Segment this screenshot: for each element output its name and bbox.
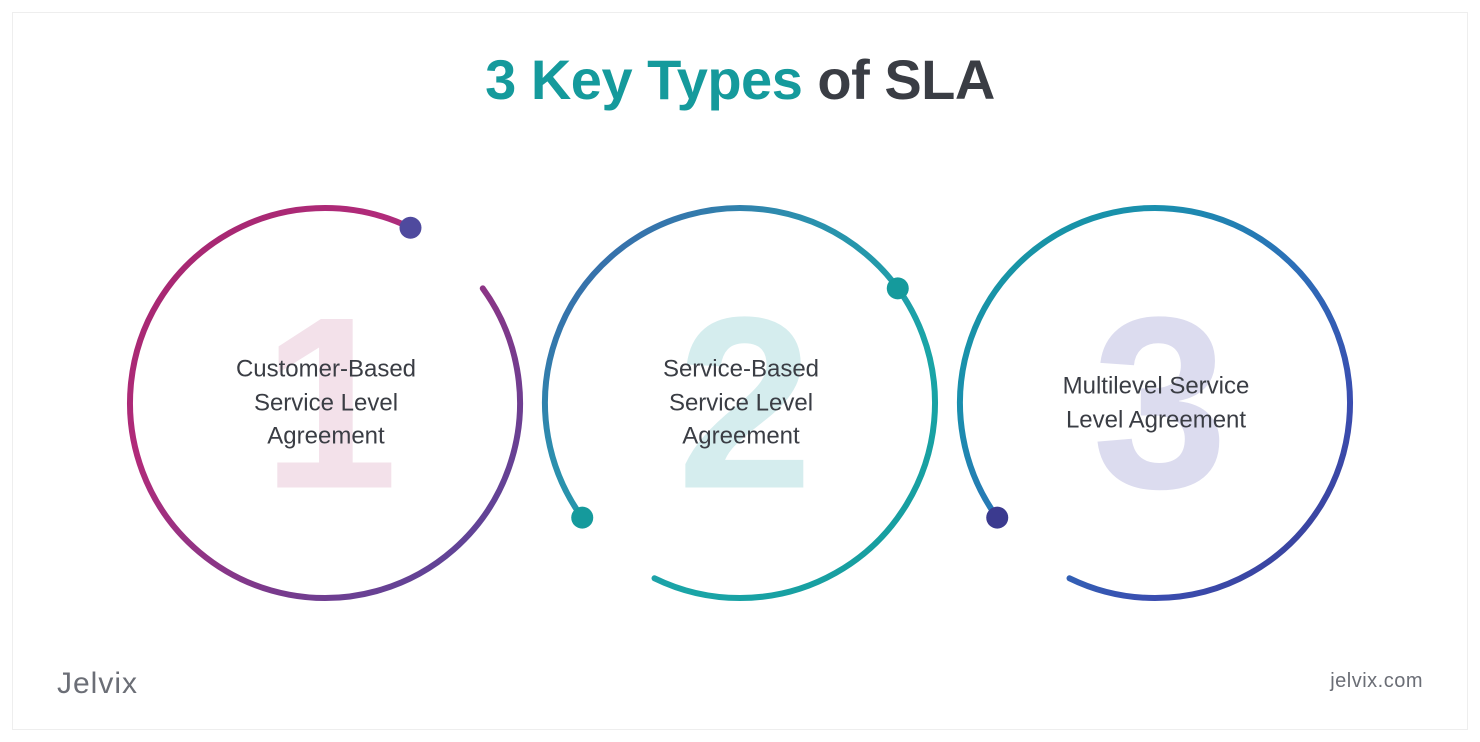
page-title: 3 Key Types of SLA bbox=[13, 47, 1467, 112]
node-label-3: Multilevel ServiceLevel Agreement bbox=[1006, 369, 1306, 436]
title-rest: of SLA bbox=[802, 48, 994, 111]
title-accent: 3 Key Types bbox=[485, 48, 802, 111]
node-label-2: Service-BasedService LevelAgreement bbox=[591, 353, 891, 454]
brand-url: jelvix.com bbox=[1330, 670, 1423, 693]
brand-logo: Jelvix bbox=[57, 667, 138, 701]
sla-flow-diagram: 1Customer-BasedService LevelAgreement2Se… bbox=[13, 163, 1467, 643]
node-label-1: Customer-BasedService LevelAgreement bbox=[176, 353, 476, 454]
